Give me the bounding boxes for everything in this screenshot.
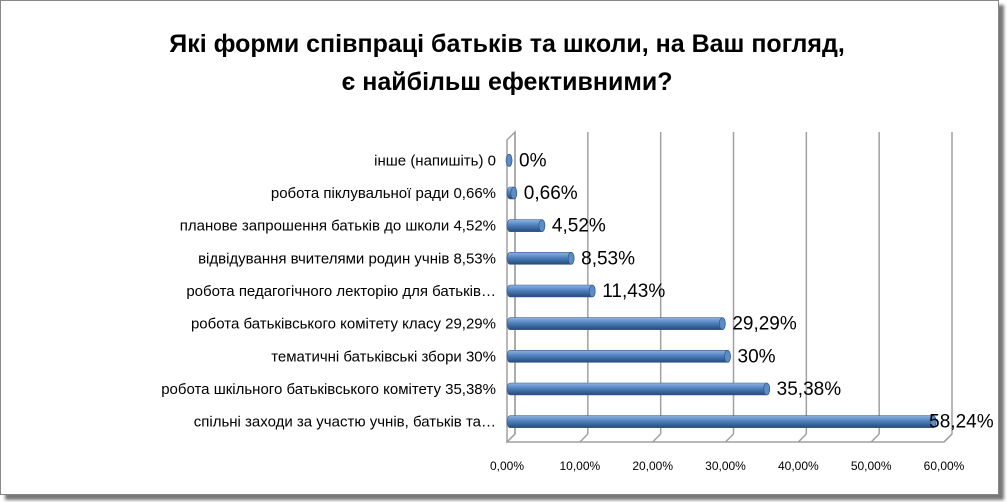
chart-frame: [0, 0, 999, 495]
floor-gridline: [652, 433, 662, 443]
floor-gridline: [724, 433, 735, 443]
x-tick-label: 10,00%: [559, 459, 600, 473]
floor: [507, 433, 953, 443]
x-tick-label: 60,00%: [924, 459, 965, 473]
data-label: 0,66%: [524, 183, 578, 204]
data-label: 11,43%: [602, 281, 665, 302]
category-label: тематичні батьківські збори 30%: [271, 348, 496, 365]
data-label: 58,24%: [929, 412, 994, 433]
data-label: 35,38%: [777, 379, 842, 400]
x-tick-label: 0,00%: [490, 459, 524, 473]
category-label: планове запрошення батьків до школи 4,52…: [180, 218, 496, 235]
bar-end-cap: [724, 350, 731, 363]
bar-end-cap: [510, 186, 518, 200]
bar: [506, 350, 731, 363]
x-tick-label: 50,00%: [851, 459, 892, 473]
data-label: 8,53%: [581, 248, 635, 269]
x-tick-label: 40,00%: [778, 459, 819, 473]
bar: [506, 382, 770, 396]
data-label: 0%: [519, 150, 547, 171]
x-tick-label: 30,00%: [705, 459, 746, 473]
chart-title-line-1: Які форми співпраці батьків та школи, на…: [169, 30, 845, 58]
floor-gridline: [797, 433, 807, 443]
bar-end-cap: [929, 415, 937, 428]
category-label: робота педагогічного лекторію для батькі…: [186, 283, 496, 300]
bar: [506, 284, 596, 298]
bar: [506, 252, 575, 265]
floor-gridline: [870, 433, 880, 443]
bar: [506, 317, 726, 330]
bar-end-cap: [763, 382, 770, 396]
category-label: робота батьківського комітету класу 29,2…: [191, 316, 496, 333]
bar-end-cap: [538, 219, 546, 232]
side-wall: [506, 130, 516, 444]
category-label: робота шкільного батьківського комітету …: [161, 381, 496, 398]
bar: [506, 415, 937, 428]
data-label: 29,29%: [732, 314, 797, 335]
chart-title-line-2: є найбільш ефективними?: [342, 68, 673, 96]
x-tick-label: 20,00%: [632, 459, 673, 473]
bar-end-cap: [588, 284, 596, 298]
data-label: 4,52%: [552, 216, 606, 237]
floor-gridline: [579, 433, 589, 443]
data-label: 30%: [738, 346, 776, 367]
category-label: інше (напишіть) 0: [374, 152, 496, 169]
category-label: відвідування вчителями родин учнів 8,53%: [198, 250, 496, 267]
bar-end-cap: [567, 252, 575, 265]
bar-end-cap: [719, 317, 726, 330]
bar-end-cap: [505, 154, 513, 167]
category-label: спільні заходи за участю учнів, батьків …: [194, 414, 496, 431]
category-label: робота піклувальної ради 0,66%: [271, 185, 496, 202]
